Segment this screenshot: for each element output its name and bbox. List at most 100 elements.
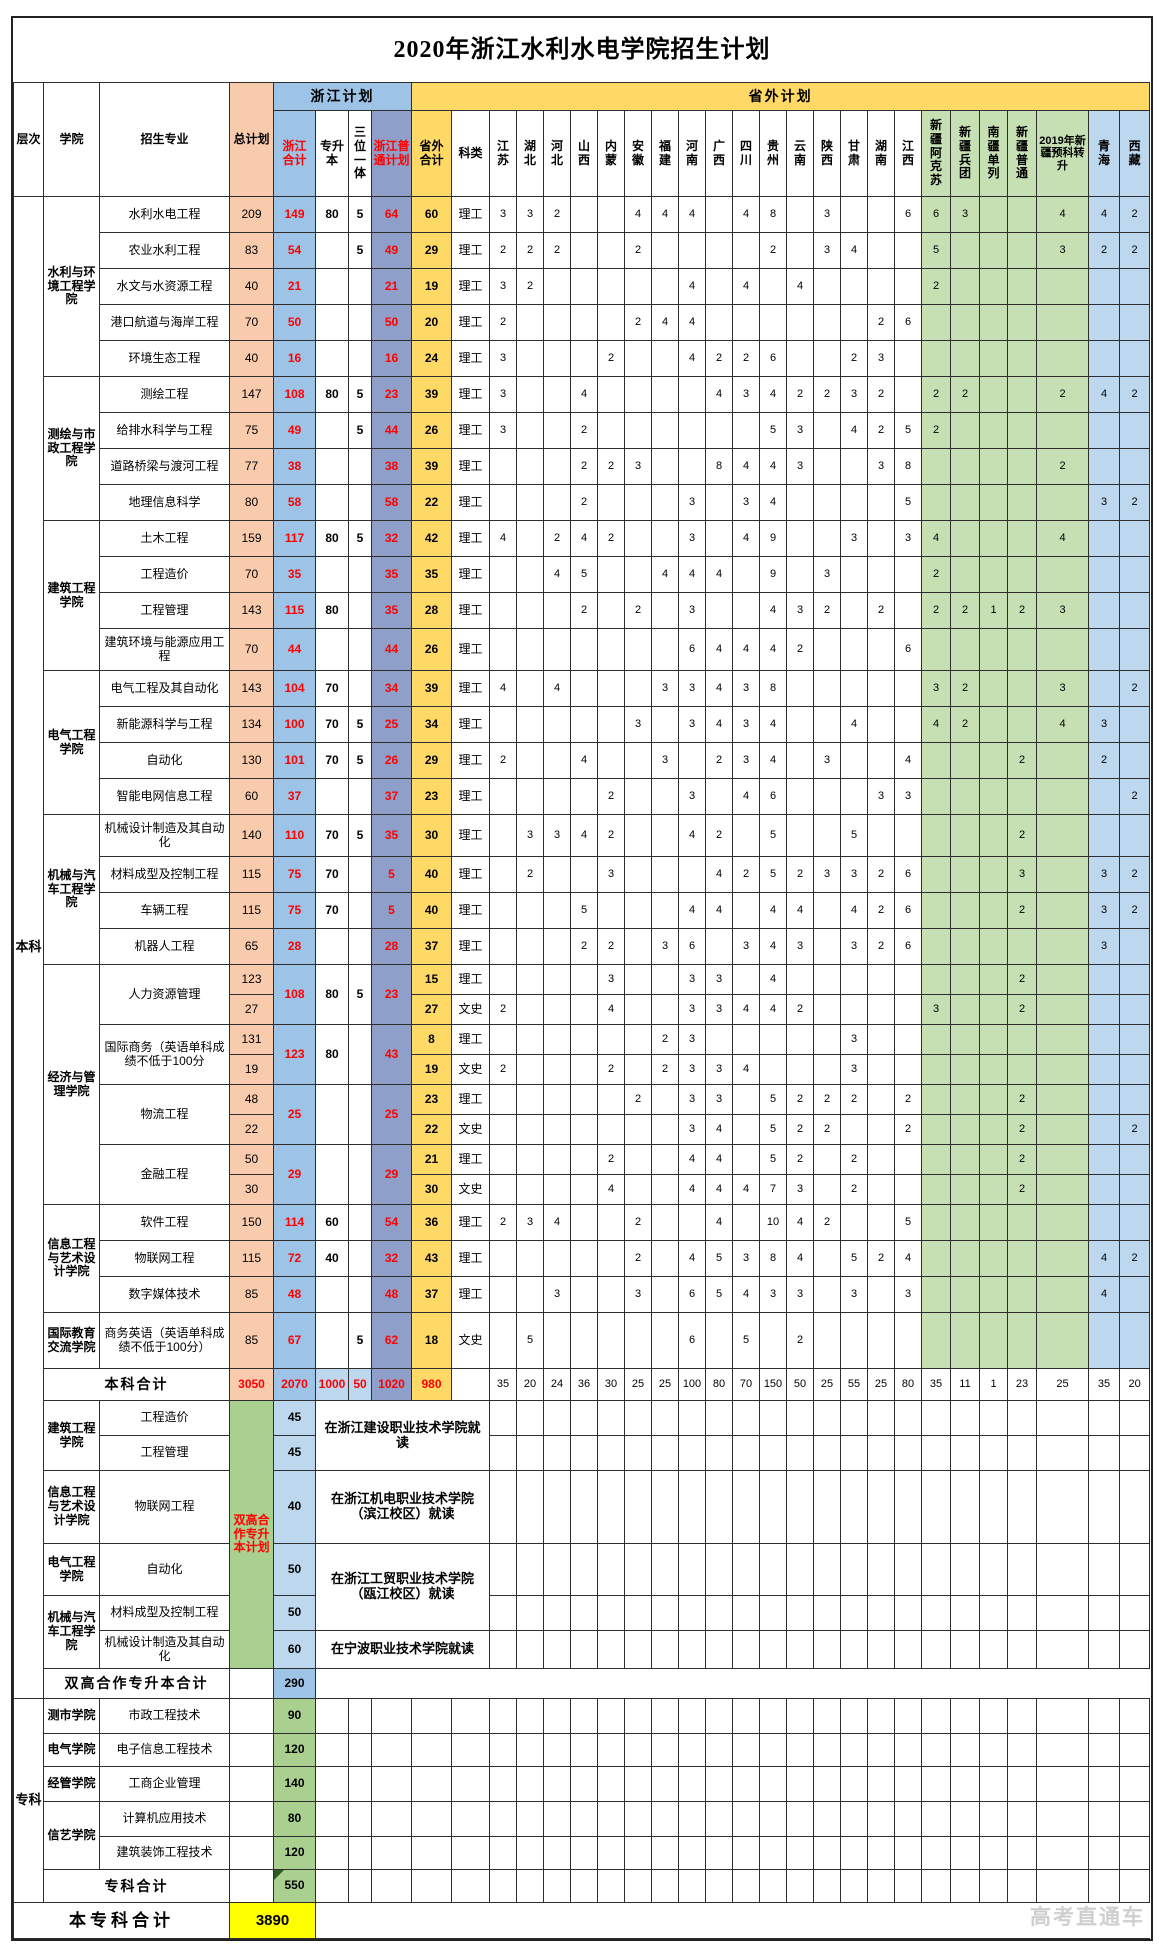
- cell: [624, 376, 652, 413]
- cell: [678, 1733, 706, 1767]
- cell: [786, 1054, 814, 1085]
- cell: 117: [273, 520, 316, 557]
- cell: 67: [273, 1312, 316, 1369]
- cell: [543, 376, 571, 413]
- cell: [950, 232, 980, 269]
- cell: 3: [786, 1276, 814, 1313]
- cell: [979, 268, 1008, 305]
- cell: [516, 1470, 544, 1544]
- cell: [597, 1766, 625, 1802]
- cell: [732, 1630, 760, 1669]
- cell: [624, 1698, 652, 1734]
- cell: 36: [411, 1204, 452, 1241]
- cell: 2: [597, 814, 625, 857]
- cell: 2: [624, 1240, 652, 1277]
- cell: [371, 1869, 412, 1903]
- cell: [759, 304, 787, 341]
- cell: 18: [411, 1312, 452, 1369]
- cell: [950, 340, 980, 377]
- cell: [950, 520, 980, 557]
- cell: 3: [543, 814, 571, 857]
- cell: [1118, 520, 1151, 557]
- cell: 3: [678, 1054, 706, 1085]
- cell: [894, 1801, 922, 1837]
- cell: [979, 1054, 1008, 1085]
- cell: [921, 628, 951, 671]
- cell: [516, 778, 544, 815]
- cell: 3: [678, 1024, 706, 1055]
- cell: [921, 1276, 951, 1313]
- cell: [813, 1144, 841, 1175]
- cell: [651, 1470, 679, 1544]
- cell: [894, 1869, 922, 1903]
- cell: [840, 1312, 868, 1369]
- cell: 3: [705, 1054, 733, 1085]
- cell: 2: [1118, 1240, 1151, 1277]
- cell: [543, 1698, 571, 1734]
- cell: [1007, 1733, 1037, 1767]
- cell: [516, 1543, 544, 1596]
- cell: 8: [759, 1240, 787, 1277]
- table-row: 经济与管理学院 人力资源管理 123 108 80 5 23 15 理工 3 3 3 4 2: [14, 964, 1151, 1205]
- cell: 4: [678, 304, 706, 341]
- cell: [489, 448, 517, 485]
- cell: [1118, 448, 1151, 485]
- cell: 4: [732, 196, 760, 233]
- cell: [867, 1024, 895, 1055]
- cell: [624, 412, 652, 449]
- cell: 2: [597, 1144, 625, 1175]
- cell: 2: [950, 706, 980, 743]
- college-name: 电气工程学院: [43, 1543, 100, 1596]
- cell: [678, 1869, 706, 1903]
- cell: 6: [894, 856, 922, 893]
- cell: [543, 1435, 571, 1471]
- level-benke: 本科: [13, 196, 44, 1699]
- cell: 2: [1007, 1144, 1037, 1175]
- cell: [651, 1276, 679, 1313]
- cell: [867, 484, 895, 521]
- table-row: 本专科合计 3890: [13, 1902, 1150, 1939]
- cell: 2: [1007, 964, 1037, 995]
- cell: 3: [840, 520, 868, 557]
- cell: 150: [229, 1204, 274, 1241]
- college-name: 水利与环境工程学院: [43, 196, 100, 377]
- cell: [451, 1368, 490, 1401]
- cell: [543, 1801, 571, 1837]
- cell: 60: [273, 1630, 316, 1669]
- cell: [732, 892, 760, 929]
- cell: 4: [786, 268, 814, 305]
- cell: [678, 1801, 706, 1837]
- cell: 2: [489, 1204, 517, 1241]
- cell: [1036, 1114, 1089, 1145]
- cell: [651, 706, 679, 743]
- cell: [921, 484, 951, 521]
- cell: [651, 1114, 679, 1145]
- cell: 4: [732, 1276, 760, 1313]
- cell: [516, 448, 544, 485]
- cell: [979, 412, 1008, 449]
- cell: [813, 1733, 841, 1767]
- cell: [1036, 1543, 1089, 1596]
- cell: 理工: [451, 1204, 490, 1241]
- cell: 3: [813, 742, 841, 779]
- cell: 4: [705, 556, 733, 593]
- cell: [315, 484, 349, 521]
- cell: 2: [597, 520, 625, 557]
- major-name: 工程管理: [99, 592, 230, 629]
- cell: 4: [597, 1174, 625, 1205]
- cell: 26: [411, 412, 452, 449]
- cell: 2: [1036, 376, 1089, 413]
- cell: 28: [371, 928, 412, 965]
- cell: [315, 304, 349, 341]
- cell: [516, 892, 544, 929]
- cell: [979, 1595, 1008, 1631]
- cell: [543, 1630, 571, 1669]
- cell: [921, 1054, 951, 1085]
- cell: [348, 1733, 372, 1767]
- col-header-province: 山 西: [570, 110, 598, 197]
- cell: [979, 1276, 1008, 1313]
- cell: 2: [1118, 196, 1151, 233]
- cell: 2: [950, 376, 980, 413]
- cell: 1000: [315, 1368, 349, 1401]
- cell: [624, 556, 652, 593]
